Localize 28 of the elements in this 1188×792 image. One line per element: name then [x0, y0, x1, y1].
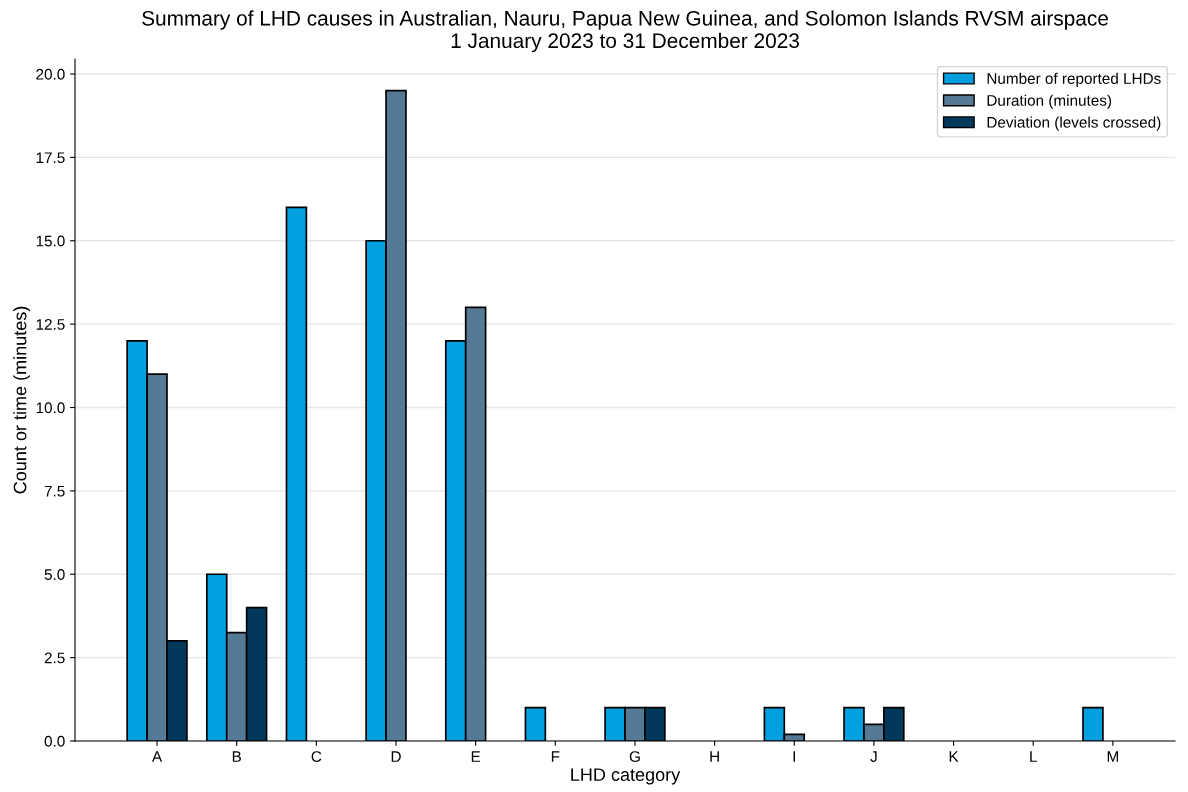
- y-tick-label: 12.5: [36, 319, 65, 330]
- legend-label: Deviation (levels crossed): [987, 116, 1161, 131]
- y-tick-label: 15.0: [36, 235, 65, 247]
- x-tick-label: C: [311, 751, 322, 762]
- x-tick-label: J: [870, 751, 877, 762]
- y-tick-label: 10.0: [36, 402, 65, 414]
- x-tick-label: I: [793, 751, 795, 762]
- x-tick-label: F: [551, 751, 560, 762]
- legend-label: Duration (minutes): [987, 94, 1112, 109]
- y-tick-label: 17.5: [36, 152, 65, 164]
- x-tick-label: G: [629, 751, 640, 762]
- y-tick-label: 7.5: [44, 485, 65, 497]
- y-tick-label: 0.0: [44, 735, 65, 747]
- chart-title: Summary of LHD causes in Australian, Nauru, Papua New Guinea, and Solomon Islands RVSM airspace 1 January 2023 to 31 December 2023: [142, 10, 1108, 53]
- x-tick-label: B: [232, 751, 241, 762]
- legend-label: Number of reported LHDs: [987, 72, 1161, 87]
- y-tick-label: 2.5: [44, 652, 65, 664]
- x-tick-label: A: [151, 751, 163, 762]
- x-tick-label: M: [1107, 751, 1118, 762]
- x-tick-label: L: [1030, 751, 1037, 762]
- x-tick-label: K: [949, 751, 959, 762]
- y-tick-label: 20.0: [36, 68, 65, 80]
- y-axis-title: Count or time (minutes): [13, 306, 30, 494]
- x-tick-label: E: [471, 751, 481, 762]
- y-tick-label: 5.0: [44, 569, 65, 580]
- x-tick-label: D: [391, 751, 401, 762]
- x-tick-label: H: [710, 751, 719, 762]
- x-axis-title: LHD category: [571, 768, 681, 785]
